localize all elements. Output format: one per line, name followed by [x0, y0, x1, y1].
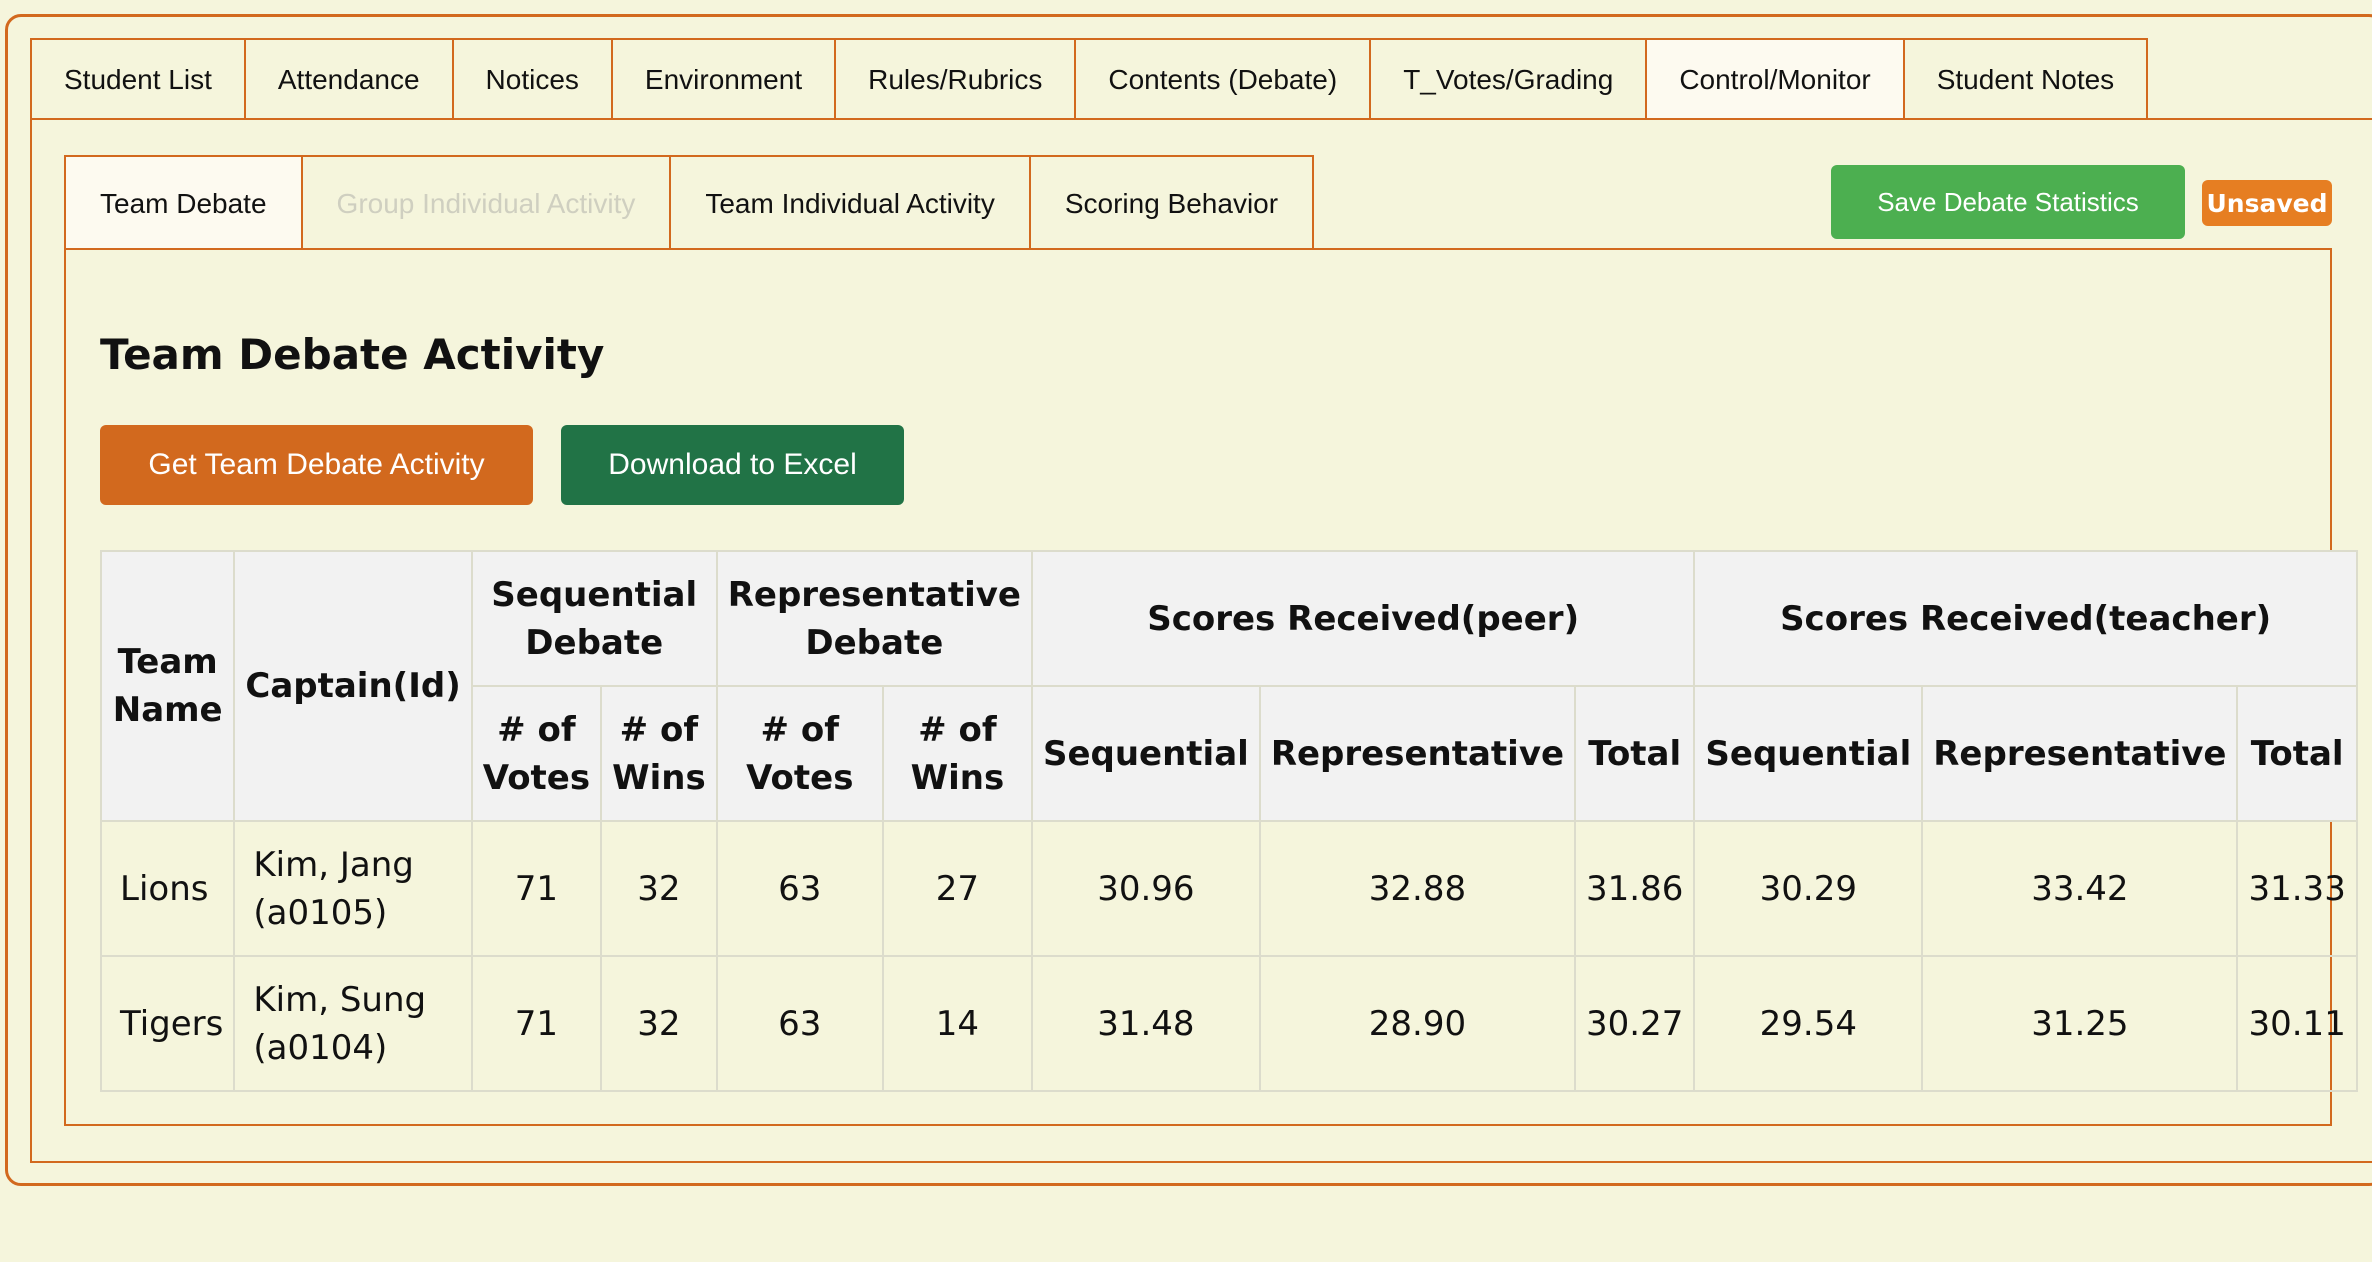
header-representative-debate: Representative Debate [715, 550, 1033, 687]
cell-peer-total: 31.86 [1574, 820, 1696, 957]
cell-teacher-total: 30.11 [2236, 955, 2358, 1092]
cell-peer-rep: 32.88 [1258, 820, 1577, 957]
cell-peer-seq: 30.96 [1030, 820, 1261, 957]
tab-student-list[interactable]: Student List [30, 38, 246, 120]
sub-tab-bar: Team Debate Group Individual Activity Te… [64, 155, 1315, 250]
cell-team: Tigers [99, 955, 236, 1092]
header-peer-sequential: Sequential [1030, 685, 1261, 822]
cell-peer-total: 30.27 [1574, 955, 1696, 1092]
cell-captain: Kim, Sung (a0104) [233, 955, 473, 1092]
subtab-group-individual-activity: Group Individual Activity [300, 155, 672, 250]
cell-rep-wins: 14 [881, 955, 1033, 1092]
cell-rep-wins: 27 [881, 820, 1033, 957]
tab-attendance[interactable]: Attendance [243, 38, 454, 120]
cell-teacher-seq: 29.54 [1693, 955, 1924, 1092]
save-debate-statistics-button[interactable]: Save Debate Statistics [1831, 165, 2185, 239]
cell-seq-wins: 32 [600, 955, 718, 1092]
get-team-debate-activity-button[interactable]: Get Team Debate Activity [100, 425, 533, 505]
main-panel [30, 118, 2372, 1163]
cell-seq-votes: 71 [470, 955, 603, 1092]
header-rep-votes: # of Votes [715, 685, 884, 822]
page-title: Team Debate Activity [100, 330, 605, 379]
subtab-scoring-behavior[interactable]: Scoring Behavior [1028, 155, 1315, 250]
header-teacher-representative: Representative [1921, 685, 2239, 822]
table-row: Tigers Kim, Sung (a0104) 71 32 63 14 31.… [99, 955, 2358, 1092]
cell-teacher-seq: 30.29 [1693, 820, 1924, 957]
subtab-team-debate[interactable]: Team Debate [64, 155, 303, 250]
tab-environment[interactable]: Environment [610, 38, 837, 120]
tab-contents-debate[interactable]: Contents (Debate) [1074, 38, 1372, 120]
header-scores-teacher: Scores Received(teacher) [1693, 550, 2358, 687]
subtab-team-individual-activity[interactable]: Team Individual Activity [669, 155, 1031, 250]
header-peer-total: Total [1574, 685, 1696, 822]
outer-frame [5, 14, 2372, 1186]
tab-notices[interactable]: Notices [451, 38, 613, 120]
tab-votes-grading[interactable]: T_Votes/Grading [1369, 38, 1648, 120]
cell-teacher-total: 31.33 [2236, 820, 2358, 957]
tab-rules-rubrics[interactable]: Rules/Rubrics [834, 38, 1077, 120]
top-tab-bar: Student List Attendance Notices Environm… [30, 38, 2149, 120]
header-seq-votes: # of Votes [470, 685, 603, 822]
tab-control-monitor[interactable]: Control/Monitor [1645, 38, 1905, 120]
header-team-name: Team Name [99, 550, 236, 822]
cell-peer-rep: 28.90 [1258, 955, 1577, 1092]
header-captain: Captain(Id) [233, 550, 473, 822]
header-rep-wins: # of Wins [881, 685, 1033, 822]
debate-stats-table: Team Name Captain(Id) Sequential Debate … [99, 550, 2358, 1092]
download-excel-button[interactable]: Download to Excel [561, 425, 904, 505]
cell-rep-votes: 63 [715, 955, 884, 1092]
cell-seq-votes: 71 [470, 820, 603, 957]
header-teacher-sequential: Sequential [1693, 685, 1924, 822]
header-peer-representative: Representative [1258, 685, 1577, 822]
header-seq-wins: # of Wins [600, 685, 718, 822]
cell-teacher-rep: 31.25 [1921, 955, 2239, 1092]
table-row: Lions Kim, Jang (a0105) 71 32 63 27 30.9… [99, 820, 2358, 957]
cell-teacher-rep: 33.42 [1921, 820, 2239, 957]
cell-peer-seq: 31.48 [1030, 955, 1261, 1092]
tab-student-notes[interactable]: Student Notes [1902, 38, 2149, 120]
cell-seq-wins: 32 [600, 820, 718, 957]
cell-rep-votes: 63 [715, 820, 884, 957]
header-teacher-total: Total [2236, 685, 2358, 822]
cell-captain: Kim, Jang (a0105) [233, 820, 473, 957]
cell-team: Lions [99, 820, 236, 957]
header-scores-peer: Scores Received(peer) [1030, 550, 1696, 687]
status-badge: Unsaved [2202, 180, 2332, 226]
header-sequential-debate: Sequential Debate [470, 550, 718, 687]
